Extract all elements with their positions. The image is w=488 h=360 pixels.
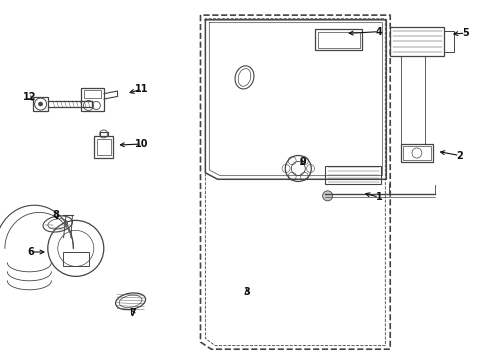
Text: 10: 10 <box>135 139 148 149</box>
Text: 6: 6 <box>27 247 34 257</box>
Text: 12: 12 <box>22 92 36 102</box>
Text: 3: 3 <box>243 287 250 297</box>
Text: 8: 8 <box>53 210 60 220</box>
Text: 5: 5 <box>461 28 468 38</box>
Bar <box>443 31 453 52</box>
Bar <box>62 252 89 266</box>
Bar <box>389 27 443 56</box>
Text: 11: 11 <box>135 84 148 94</box>
Text: 1: 1 <box>375 192 382 202</box>
Text: 7: 7 <box>129 308 136 318</box>
Bar <box>315 29 362 50</box>
Circle shape <box>322 191 332 201</box>
Bar <box>402 146 430 160</box>
Bar <box>325 166 381 184</box>
Text: 4: 4 <box>375 27 382 37</box>
Text: 9: 9 <box>299 157 306 167</box>
Bar <box>317 32 359 48</box>
Text: 2: 2 <box>455 150 462 161</box>
Bar <box>94 136 113 158</box>
Bar <box>97 139 110 155</box>
Bar <box>81 88 104 111</box>
Bar <box>33 97 48 111</box>
Bar <box>400 144 432 162</box>
Bar <box>83 90 101 98</box>
Circle shape <box>39 102 42 106</box>
